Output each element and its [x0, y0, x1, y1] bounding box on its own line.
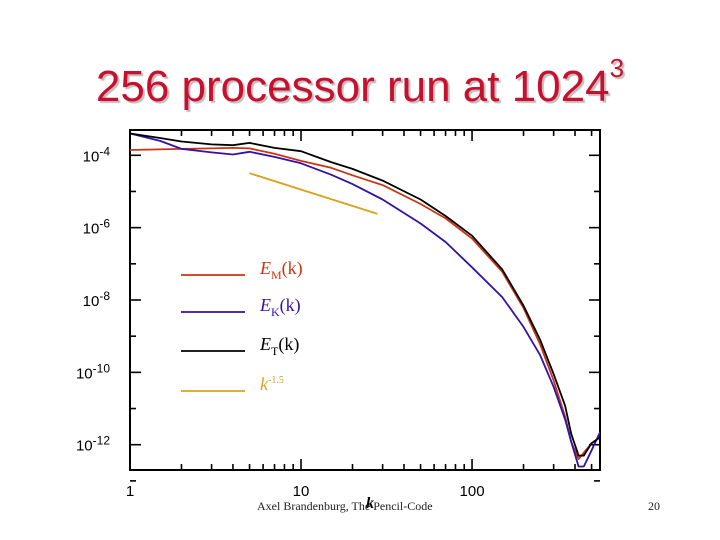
axis-ticks: [129, 130, 600, 482]
y-tick-label: 10-12: [76, 434, 110, 455]
y-tick-label: 10-8: [83, 289, 111, 310]
slide-title-exponent: 3: [609, 53, 625, 83]
series-line-3: [130, 132, 600, 457]
legend-label: k-1.5: [260, 374, 284, 394]
footer-author: Axel Brandenburg, The Pencil-Code: [257, 499, 433, 513]
legend: EM(k) EK(k) ET(k) k-1.5: [181, 258, 303, 394]
x-tick-label: 100: [460, 483, 485, 500]
legend-label: EM(k): [259, 258, 303, 282]
x-tick-label: 1: [126, 483, 134, 500]
y-tick-label: 10-10: [76, 361, 110, 382]
x-axis-label: k: [366, 495, 374, 512]
slide-title-text: 256 processor run at 1024: [95, 62, 610, 111]
x-tick-label: 10: [293, 483, 310, 500]
series-line-2: [130, 132, 600, 468]
legend-label: ET(k): [259, 334, 299, 358]
series-lines: [130, 132, 600, 468]
y-tick-label: 10-6: [83, 217, 111, 238]
axis-tick-labels: 1 10 100 10-4 10-6 10-8 10-10 10-12: [76, 144, 485, 500]
legend-label: EK(k): [259, 295, 301, 319]
slide-title: 256 processor run at 10243: [0, 38, 720, 117]
y-tick-label: 10-4: [83, 144, 111, 165]
series-line-4: [249, 172, 378, 215]
footer-page-number: 20: [648, 499, 660, 513]
series-line-1: [130, 147, 600, 460]
plot-frame: [129, 129, 601, 471]
